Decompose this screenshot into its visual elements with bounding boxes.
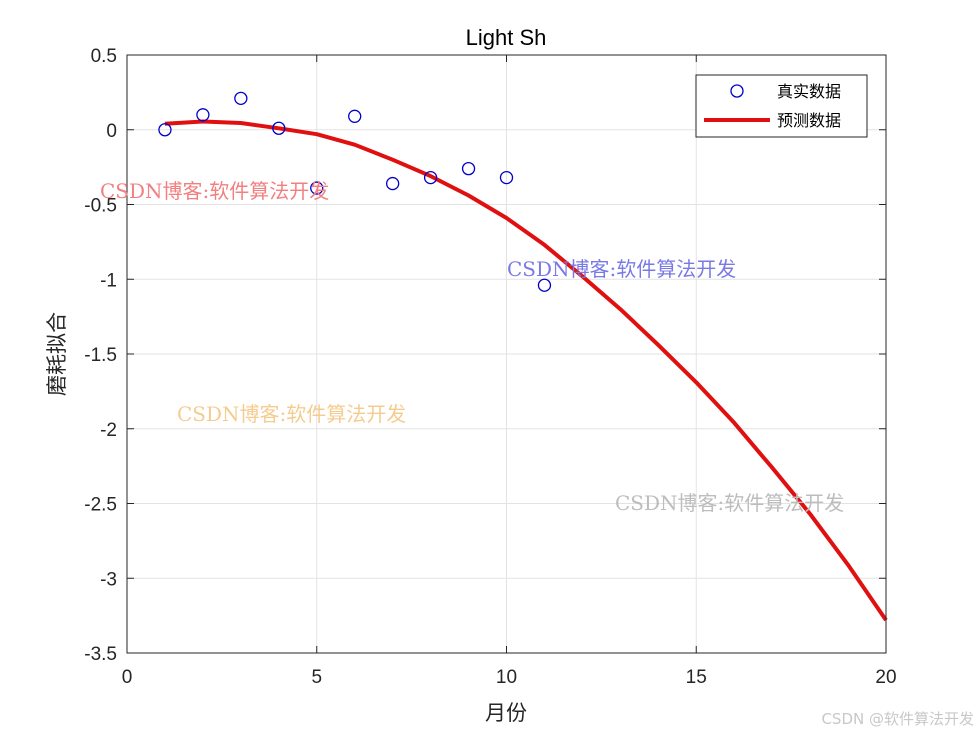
data-point-marker	[310, 181, 324, 195]
data-point-marker	[385, 176, 400, 191]
x-tick-label: 0	[122, 667, 133, 688]
legend: 真实数据 预测数据	[695, 74, 868, 138]
corner-watermark: CSDN @软件算法开发	[821, 710, 974, 728]
y-tick-label: -1	[100, 270, 117, 291]
data-point-marker	[499, 170, 514, 185]
data-point-marker	[537, 278, 552, 292]
y-tick-label: -1.5	[84, 345, 117, 366]
y-tick-label: 0.5	[91, 46, 117, 67]
data-point-marker	[423, 170, 438, 185]
watermark-text: CSDN博客:软件算法开发	[100, 179, 329, 203]
x-tick-label: 5	[311, 667, 322, 688]
real-data-series	[158, 91, 552, 292]
y-tick-label: -2	[100, 420, 117, 441]
data-point-marker	[272, 121, 286, 135]
x-tick-label: 20	[875, 667, 896, 688]
data-point-marker	[158, 123, 172, 137]
x-axis-label: 月份	[485, 701, 527, 725]
grid	[127, 55, 886, 653]
watermark-text: CSDN博客:软件算法开发	[177, 402, 406, 426]
watermark-text: CSDN博客:软件算法开发	[507, 257, 736, 281]
data-point-marker	[461, 161, 476, 176]
legend-label-real: 真实数据	[777, 82, 841, 101]
y-tick-label: 0	[106, 121, 117, 142]
legend-box	[695, 74, 868, 138]
y-axis-label: 磨耗拟合	[45, 312, 69, 396]
y-tick-label: -3	[100, 569, 117, 590]
data-point-marker	[348, 109, 362, 123]
x-tick-label: 10	[496, 667, 517, 688]
legend-marker-circle	[730, 84, 744, 98]
watermark-text: CSDN博客:软件算法开发	[615, 491, 844, 515]
legend-label-predicted: 预测数据	[777, 111, 841, 130]
y-tick-label: -3.5	[84, 644, 117, 665]
chart-title: Light Sh	[466, 25, 547, 50]
y-tick-label: -2.5	[84, 495, 117, 516]
x-tick-label: 15	[686, 667, 707, 688]
axis-ticks: 0 5 10 15 20 0.5 0 -0.5 -1 -1.5 -2 -2.5 -3 -3.5	[84, 46, 896, 688]
y-tick-label: -0.5	[84, 196, 117, 217]
data-point-marker	[234, 91, 248, 106]
data-point-marker	[196, 108, 210, 122]
